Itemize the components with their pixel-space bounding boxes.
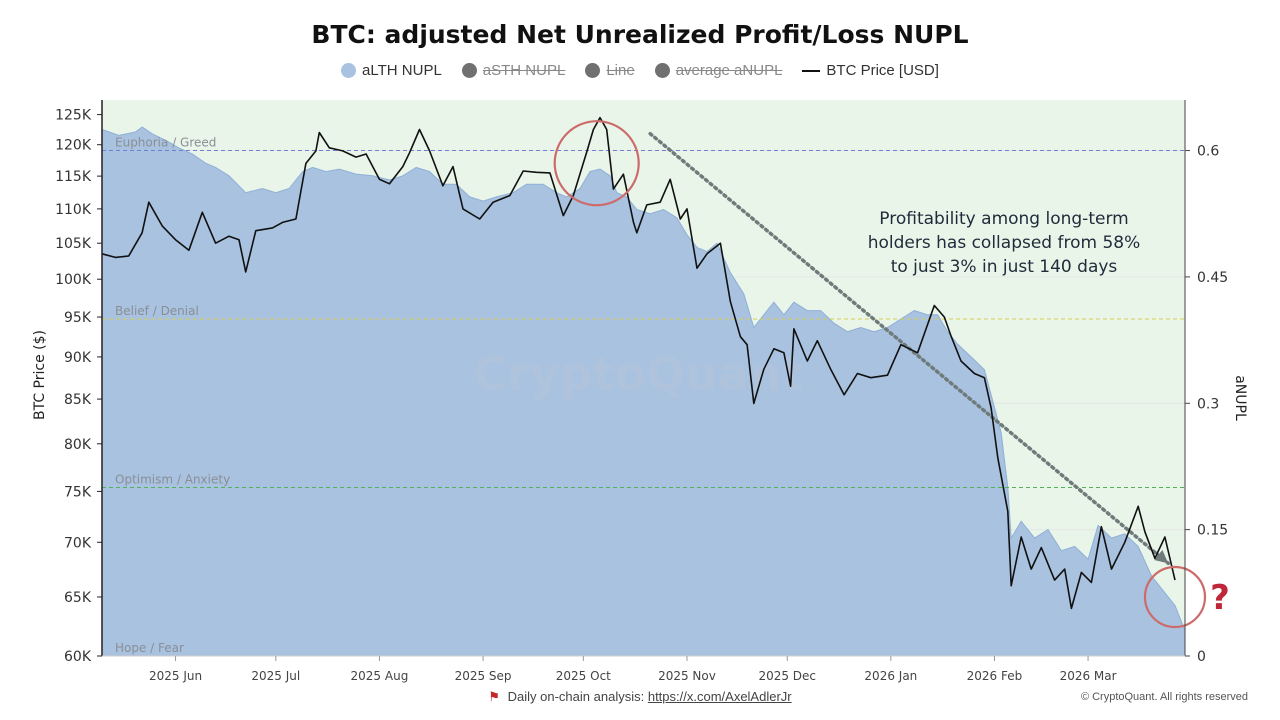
- y-right-axis-title: aNUPL: [1232, 375, 1248, 421]
- flag-icon: ⚑: [488, 689, 501, 704]
- legend-label: aSTH NUPL: [482, 62, 566, 79]
- legend-label: Line: [606, 62, 635, 79]
- copyright: © CryptoQuant. All rights reserved: [1080, 691, 1248, 703]
- trend-arrow-head-icon: [1154, 550, 1169, 564]
- x-tick-label: 2025 Sep: [455, 669, 512, 683]
- x-tick-label: 2025 Aug: [351, 669, 409, 683]
- y-left-tick-label: 95K: [64, 310, 92, 326]
- x-tick-label: 2025 Oct: [556, 669, 611, 683]
- footer-prefix: Daily on-chain analysis:: [507, 689, 645, 704]
- y-left-tick-label: 100K: [55, 272, 92, 288]
- legend-dot-icon: [461, 63, 477, 78]
- legend-dot-icon: [585, 63, 601, 78]
- y-left-tick-label: 105K: [55, 236, 92, 252]
- y-right-tick-label: 0.6: [1197, 144, 1219, 160]
- y-left-tick-label: 75K: [64, 484, 92, 500]
- y-left-tick-label: 115K: [55, 169, 92, 185]
- chart-title: BTC: adjusted Net Unrealized Profit/Loss…: [311, 20, 969, 49]
- x-tick-label: 2026 Feb: [967, 669, 1023, 683]
- series-btc-price-line: [101, 116, 1176, 610]
- y-left-tick-label: 70K: [64, 535, 92, 551]
- legend-line-icon: [802, 69, 821, 72]
- y-right-tick-label: 0.15: [1197, 523, 1228, 539]
- zone-label: Hope / Fear: [115, 641, 184, 655]
- y-left-tick-label: 60K: [64, 649, 92, 665]
- y-left-axis-title: BTC Price ($): [32, 330, 48, 420]
- zone-label: Belief / Denial: [115, 304, 199, 318]
- watermark: CryptoQuant: [473, 347, 804, 401]
- annotation-line: Profitability among long-term: [879, 209, 1128, 229]
- y-right-tick-label: 0.3: [1197, 396, 1219, 412]
- y-right-tick-label: 0: [1197, 649, 1206, 665]
- legend-item-alth-nupl[interactable]: aLTH NUPL: [341, 62, 442, 79]
- footer-source: ⚑ Daily on-chain analysis: https://x.com…: [0, 689, 1280, 705]
- legend-item-asth-nupl[interactable]: aSTH NUPL: [461, 62, 566, 79]
- highlight-circle: [553, 120, 640, 207]
- y-left-tick-label: 85K: [64, 392, 92, 408]
- y-left-tick-label: 65K: [64, 590, 92, 606]
- y-right-tick-label: 0.45: [1197, 270, 1228, 286]
- legend-item-average-anupl[interactable]: average aNUPL: [654, 62, 783, 79]
- x-tick-label: 2025 Nov: [658, 669, 716, 683]
- x-tick-label: 2026 Jan: [864, 669, 917, 683]
- y-left-tick-label: 110K: [55, 202, 92, 218]
- y-left-tick-label: 80K: [64, 437, 92, 453]
- x-tick-label: 2026 Mar: [1060, 669, 1117, 683]
- annotation-line: to just 3% in just 140 days: [891, 257, 1118, 277]
- zone-label: Optimism / Anxiety: [115, 473, 230, 487]
- legend-dot-icon: [341, 63, 357, 78]
- x-tick-label: 2025 Jul: [251, 669, 300, 683]
- zone-label: Euphoria / Greed: [115, 136, 216, 150]
- legend: aLTH NUPL aSTH NUPL Line average aNUPL B…: [0, 62, 1280, 79]
- annotation-line: holders has collapsed from 58%: [868, 233, 1141, 253]
- legend-label: aLTH NUPL: [362, 62, 442, 79]
- y-left-tick-label: 120K: [55, 138, 92, 154]
- question-mark: ?: [1210, 578, 1230, 618]
- legend-item-btc-price[interactable]: BTC Price [USD]: [802, 62, 939, 79]
- x-tick-label: 2025 Jun: [149, 669, 202, 683]
- highlight-circle: [1143, 565, 1207, 629]
- annotation-text: Profitability among long-term holders has…: [868, 209, 1141, 277]
- footer-link[interactable]: https://x.com/AxelAdlerJr: [647, 689, 792, 704]
- x-tick-label: 2025 Dec: [758, 669, 816, 683]
- series-alth-nupl-area: [101, 126, 1186, 657]
- y-left-tick-label: 125K: [55, 108, 92, 124]
- legend-label: BTC Price [USD]: [826, 62, 939, 79]
- legend-dot-icon: [654, 63, 670, 78]
- legend-label: average aNUPL: [675, 62, 783, 79]
- y-left-tick-label: 90K: [64, 350, 92, 366]
- legend-item-line[interactable]: Line: [585, 62, 635, 79]
